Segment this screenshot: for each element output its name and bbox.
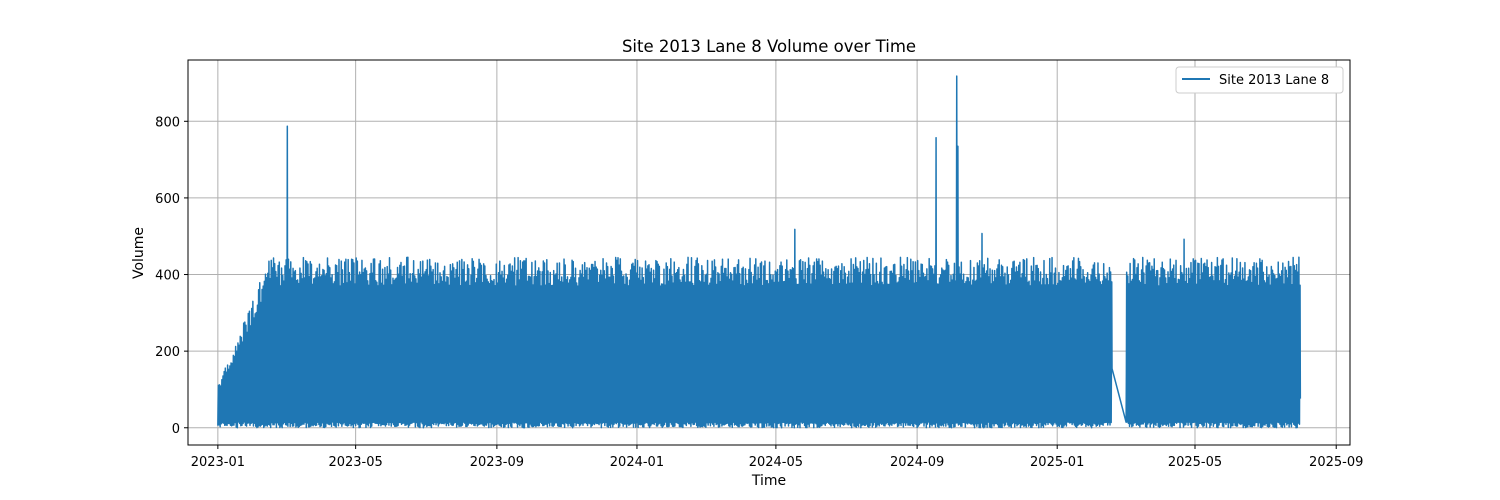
x-axis-label: Time	[751, 473, 786, 489]
x-tick-label: 2024-09	[890, 455, 944, 470]
x-tick-label: 2024-05	[749, 455, 803, 470]
legend-box	[1175, 66, 1344, 94]
y-axis-label: Volume	[131, 227, 147, 279]
y-tick-label: 200	[155, 345, 180, 360]
x-tick-label: 2025-01	[1030, 455, 1084, 470]
y-tick-label: 800	[155, 115, 180, 130]
x-tick-label: 2023-05	[328, 455, 382, 470]
y-tick-label: 0	[172, 422, 180, 437]
x-tick-label: 2024-01	[610, 455, 664, 470]
y-tick-label: 400	[155, 269, 180, 284]
plot-frame	[187, 59, 1351, 446]
legend-label: Site 2013 Lane 8	[1219, 73, 1329, 88]
series-layer	[217, 75, 1302, 429]
y-tick-label: 600	[155, 192, 180, 207]
x-tick-label: 2025-09	[1309, 455, 1363, 470]
series-line-site-2013-lane-8	[217, 75, 1302, 429]
ticks: 2023-01 2023-05 2023-09 2024-01 2024-05 2024-…	[155, 115, 1363, 470]
x-tick-label: 2025-05	[1168, 455, 1222, 470]
x-tick-label: 2023-01	[191, 455, 245, 470]
chart-title: Site 2013 Lane 8 Volume over Time	[622, 37, 916, 56]
legend: Site 2013 Lane 8	[1175, 66, 1344, 94]
x-tick-label: 2023-09	[470, 455, 524, 470]
